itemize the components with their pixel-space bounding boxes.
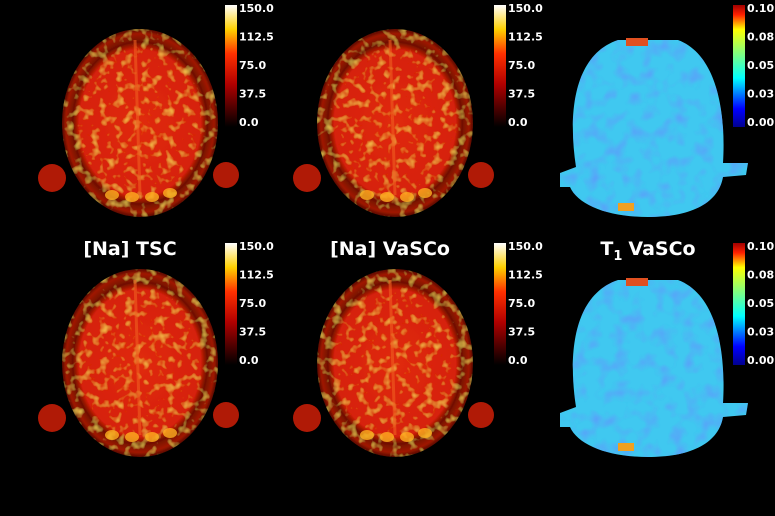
brain-image (560, 38, 748, 217)
colorbar-tick-label: 37.5 (508, 326, 535, 339)
colorbar-tick-label: 0.0 (508, 116, 528, 129)
brain (317, 269, 473, 457)
colorbar-tick-label: 150.0 (508, 2, 543, 15)
hot-spot (626, 38, 648, 46)
brain-image (38, 29, 239, 217)
colorbar-tick-label: 0.0 (508, 354, 528, 367)
ear (38, 164, 66, 192)
brain-image (560, 278, 748, 457)
colorbar (733, 5, 745, 127)
colorbar (225, 5, 237, 127)
colorbar-tick-label: 0.03 (747, 326, 774, 339)
hot-spot (145, 192, 159, 202)
hot-spot (360, 190, 374, 200)
ear (293, 164, 321, 192)
colorbar (225, 243, 237, 365)
brain (62, 29, 218, 217)
midline (133, 279, 142, 436)
hot-spot (380, 192, 394, 202)
label-main: T (600, 238, 613, 260)
midline (388, 279, 397, 436)
colorbar-tick-label: 150.0 (239, 240, 274, 253)
ear (468, 402, 494, 428)
colorbar-tick-label: 0.10 (747, 2, 774, 15)
colorbar-tick-label: 0.00 (747, 116, 774, 129)
colorbar-tick-label: 150.0 (508, 240, 543, 253)
ear (293, 404, 321, 432)
midline (388, 39, 397, 196)
colorbar (494, 5, 506, 127)
colorbar-tick-label: 75.0 (239, 59, 266, 72)
hot-spot (400, 432, 414, 442)
hot-spot (380, 432, 394, 442)
hot-spot (163, 188, 177, 198)
colorbar (733, 243, 745, 365)
colorbar-tick-label: 0.10 (747, 240, 774, 253)
colorbar-tick-label: 75.0 (239, 297, 266, 310)
colorbar-tick-label: 0.08 (747, 31, 774, 44)
colorbar-tick-label: 112.5 (508, 31, 543, 44)
colorbar-tick-label: 0.00 (747, 354, 774, 367)
column-label: T1 VaSCo (600, 238, 695, 264)
ear (38, 404, 66, 432)
midline (133, 39, 142, 196)
column-label: [Na] VaSCo (330, 238, 450, 260)
hot-spot (105, 430, 119, 440)
brain (560, 40, 748, 217)
brain (317, 29, 473, 217)
hot-spot (400, 192, 414, 202)
hot-spot (618, 443, 634, 451)
brain-image (293, 269, 494, 457)
brain (560, 280, 748, 457)
brain-image (293, 29, 494, 217)
colorbar-tick-label: 0.05 (747, 297, 774, 310)
brain-image (38, 269, 239, 457)
colorbar-tick-label: 37.5 (508, 88, 535, 101)
hot-spot (418, 188, 432, 198)
column-label: [Na] TSC (83, 238, 176, 260)
colorbar-tick-label: 75.0 (508, 297, 535, 310)
colorbar-tick-label: 112.5 (239, 31, 274, 44)
colorbar-tick-label: 37.5 (239, 88, 266, 101)
hot-spot (145, 432, 159, 442)
colorbar-tick-label: 0.0 (239, 354, 259, 367)
ear (213, 402, 239, 428)
brain (62, 269, 218, 457)
colorbar-tick-label: 0.0 (239, 116, 259, 129)
label-rest: VaSCo (628, 238, 695, 260)
colorbar (494, 243, 506, 365)
hot-spot (163, 428, 177, 438)
colorbar-tick-label: 0.05 (747, 59, 774, 72)
hot-spot (125, 192, 139, 202)
colorbar-tick-label: 112.5 (239, 269, 274, 282)
hot-spot (626, 278, 648, 286)
hot-spot (418, 428, 432, 438)
colorbar-tick-label: 75.0 (508, 59, 535, 72)
colorbar-tick-label: 150.0 (239, 2, 274, 15)
colorbar-tick-label: 37.5 (239, 326, 266, 339)
ear (468, 162, 494, 188)
ear (213, 162, 239, 188)
colorbar-tick-label: 0.03 (747, 88, 774, 101)
hot-spot (360, 430, 374, 440)
colorbar-tick-label: 0.08 (747, 269, 774, 282)
hot-spot (105, 190, 119, 200)
hot-spot (618, 203, 634, 211)
colorbar-tick-label: 112.5 (508, 269, 543, 282)
hot-spot (125, 432, 139, 442)
label-subscript: 1 (613, 249, 622, 264)
